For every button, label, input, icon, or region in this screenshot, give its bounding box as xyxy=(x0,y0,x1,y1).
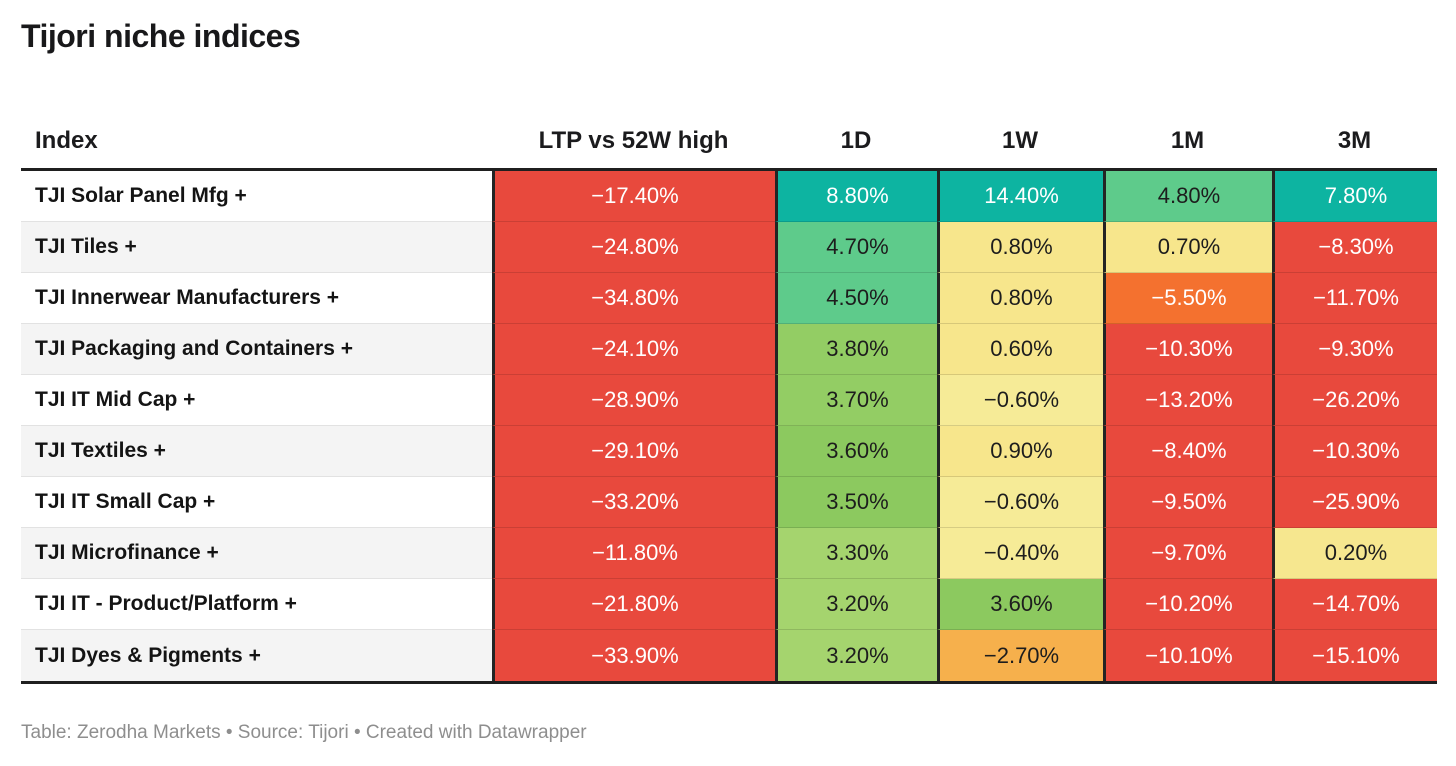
value-cell: −10.10% xyxy=(1103,630,1272,681)
table-row: TJI Solar Panel Mfg + −17.40% 8.80% 14.40% 4… xyxy=(21,171,1437,222)
index-name-cell[interactable]: TJI Tiles + xyxy=(21,222,492,273)
index-name-cell[interactable]: TJI IT Small Cap + xyxy=(21,477,492,528)
table-row: TJI Innerwear Manufacturers + −34.80% 4.50… xyxy=(21,273,1437,324)
value-cell: −0.40% xyxy=(937,528,1103,579)
value-cell: 3.70% xyxy=(775,375,937,426)
value-cell: −28.90% xyxy=(492,375,775,426)
value-cell: 0.70% xyxy=(1103,222,1272,273)
value-cell: −5.50% xyxy=(1103,273,1272,324)
index-name-cell[interactable]: TJI Solar Panel Mfg + xyxy=(21,171,492,222)
value-cell: −34.80% xyxy=(492,273,775,324)
value-cell: −33.20% xyxy=(492,477,775,528)
index-name-cell[interactable]: TJI IT - Product/Platform + xyxy=(21,579,492,630)
column-header-1m: 1M xyxy=(1170,127,1205,154)
value-cell: 3.20% xyxy=(775,579,937,630)
value-cell: 3.50% xyxy=(775,477,937,528)
value-cell: 3.80% xyxy=(775,324,937,375)
table-row: TJI Textiles + −29.10% 3.60% 0.90% −8.40% −10… xyxy=(21,426,1437,477)
value-cell: −13.20% xyxy=(1103,375,1272,426)
table-body: TJI Solar Panel Mfg + −17.40% 8.80% 14.40% 4… xyxy=(21,168,1437,684)
index-name-cell[interactable]: TJI Microfinance + xyxy=(21,528,492,579)
value-cell: 7.80% xyxy=(1272,171,1437,222)
indices-table: Index LTP vs 52W high 1D 1W 1M 3M TJI So… xyxy=(21,108,1437,684)
value-cell: 3.20% xyxy=(775,630,937,681)
table-row: TJI IT - Product/Platform + −21.80% 3.20% 3… xyxy=(21,579,1437,630)
table-row: TJI Packaging and Containers + −24.10% 3.8… xyxy=(21,324,1437,375)
value-cell: 8.80% xyxy=(775,171,937,222)
value-cell: −24.10% xyxy=(492,324,775,375)
index-name-cell[interactable]: TJI Packaging and Containers + xyxy=(21,324,492,375)
value-cell: −10.20% xyxy=(1103,579,1272,630)
index-name-cell[interactable]: TJI Dyes & Pigments + xyxy=(21,630,492,681)
value-cell: 0.90% xyxy=(937,426,1103,477)
value-cell: −9.30% xyxy=(1272,324,1437,375)
value-cell: −15.10% xyxy=(1272,630,1437,681)
value-cell: 4.50% xyxy=(775,273,937,324)
value-cell: 3.60% xyxy=(937,579,1103,630)
value-cell: 4.80% xyxy=(1103,171,1272,222)
value-cell: −2.70% xyxy=(937,630,1103,681)
column-header-1w: 1W xyxy=(1002,127,1038,154)
value-cell: 4.70% xyxy=(775,222,937,273)
page-title: Tijori niche indices xyxy=(21,18,301,54)
value-cell: 14.40% xyxy=(937,171,1103,222)
value-cell: −8.30% xyxy=(1272,222,1437,273)
value-cell: 3.60% xyxy=(775,426,937,477)
value-cell: −21.80% xyxy=(492,579,775,630)
table-row: TJI Tiles + −24.80% 4.70% 0.80% 0.70% −8.30% xyxy=(21,222,1437,273)
table-row: TJI IT Mid Cap + −28.90% 3.70% −0.60% −13.20… xyxy=(21,375,1437,426)
value-cell: 3.30% xyxy=(775,528,937,579)
value-cell: −11.70% xyxy=(1272,273,1437,324)
value-cell: −9.50% xyxy=(1103,477,1272,528)
table-row: TJI Dyes & Pigments + −33.90% 3.20% −2.70% −… xyxy=(21,630,1437,681)
value-cell: −0.60% xyxy=(937,477,1103,528)
column-header-ltp-vs-52w-high: LTP vs 52W high xyxy=(538,127,729,154)
value-cell: −11.80% xyxy=(492,528,775,579)
value-cell: −10.30% xyxy=(1272,426,1437,477)
value-cell: −29.10% xyxy=(492,426,775,477)
value-cell: −10.30% xyxy=(1103,324,1272,375)
value-cell: −9.70% xyxy=(1103,528,1272,579)
value-cell: −26.20% xyxy=(1272,375,1437,426)
table-row: TJI IT Small Cap + −33.20% 3.50% −0.60% −9.5… xyxy=(21,477,1437,528)
column-header-3m: 3M xyxy=(1337,127,1372,154)
index-name-cell[interactable]: TJI Innerwear Manufacturers + xyxy=(21,273,492,324)
index-name-cell[interactable]: TJI IT Mid Cap + xyxy=(21,375,492,426)
table-row: TJI Microfinance + −11.80% 3.30% −0.40% −9.7… xyxy=(21,528,1437,579)
column-header-1d: 1D xyxy=(840,127,872,154)
value-cell: −0.60% xyxy=(937,375,1103,426)
value-cell: −33.90% xyxy=(492,630,775,681)
column-header-index: Index xyxy=(35,127,98,154)
value-cell: 0.20% xyxy=(1272,528,1437,579)
value-cell: 0.80% xyxy=(937,222,1103,273)
value-cell: 0.60% xyxy=(937,324,1103,375)
value-cell: −17.40% xyxy=(492,171,775,222)
value-cell: −14.70% xyxy=(1272,579,1437,630)
value-cell: 0.80% xyxy=(937,273,1103,324)
value-cell: −8.40% xyxy=(1103,426,1272,477)
value-cell: −25.90% xyxy=(1272,477,1437,528)
index-name-cell[interactable]: TJI Textiles + xyxy=(21,426,492,477)
attribution-footer: Table: Zerodha Markets • Source: Tijori … xyxy=(21,722,587,743)
value-cell: −24.80% xyxy=(492,222,775,273)
table-header-row: Index LTP vs 52W high 1D 1W 1M 3M xyxy=(21,108,1437,168)
